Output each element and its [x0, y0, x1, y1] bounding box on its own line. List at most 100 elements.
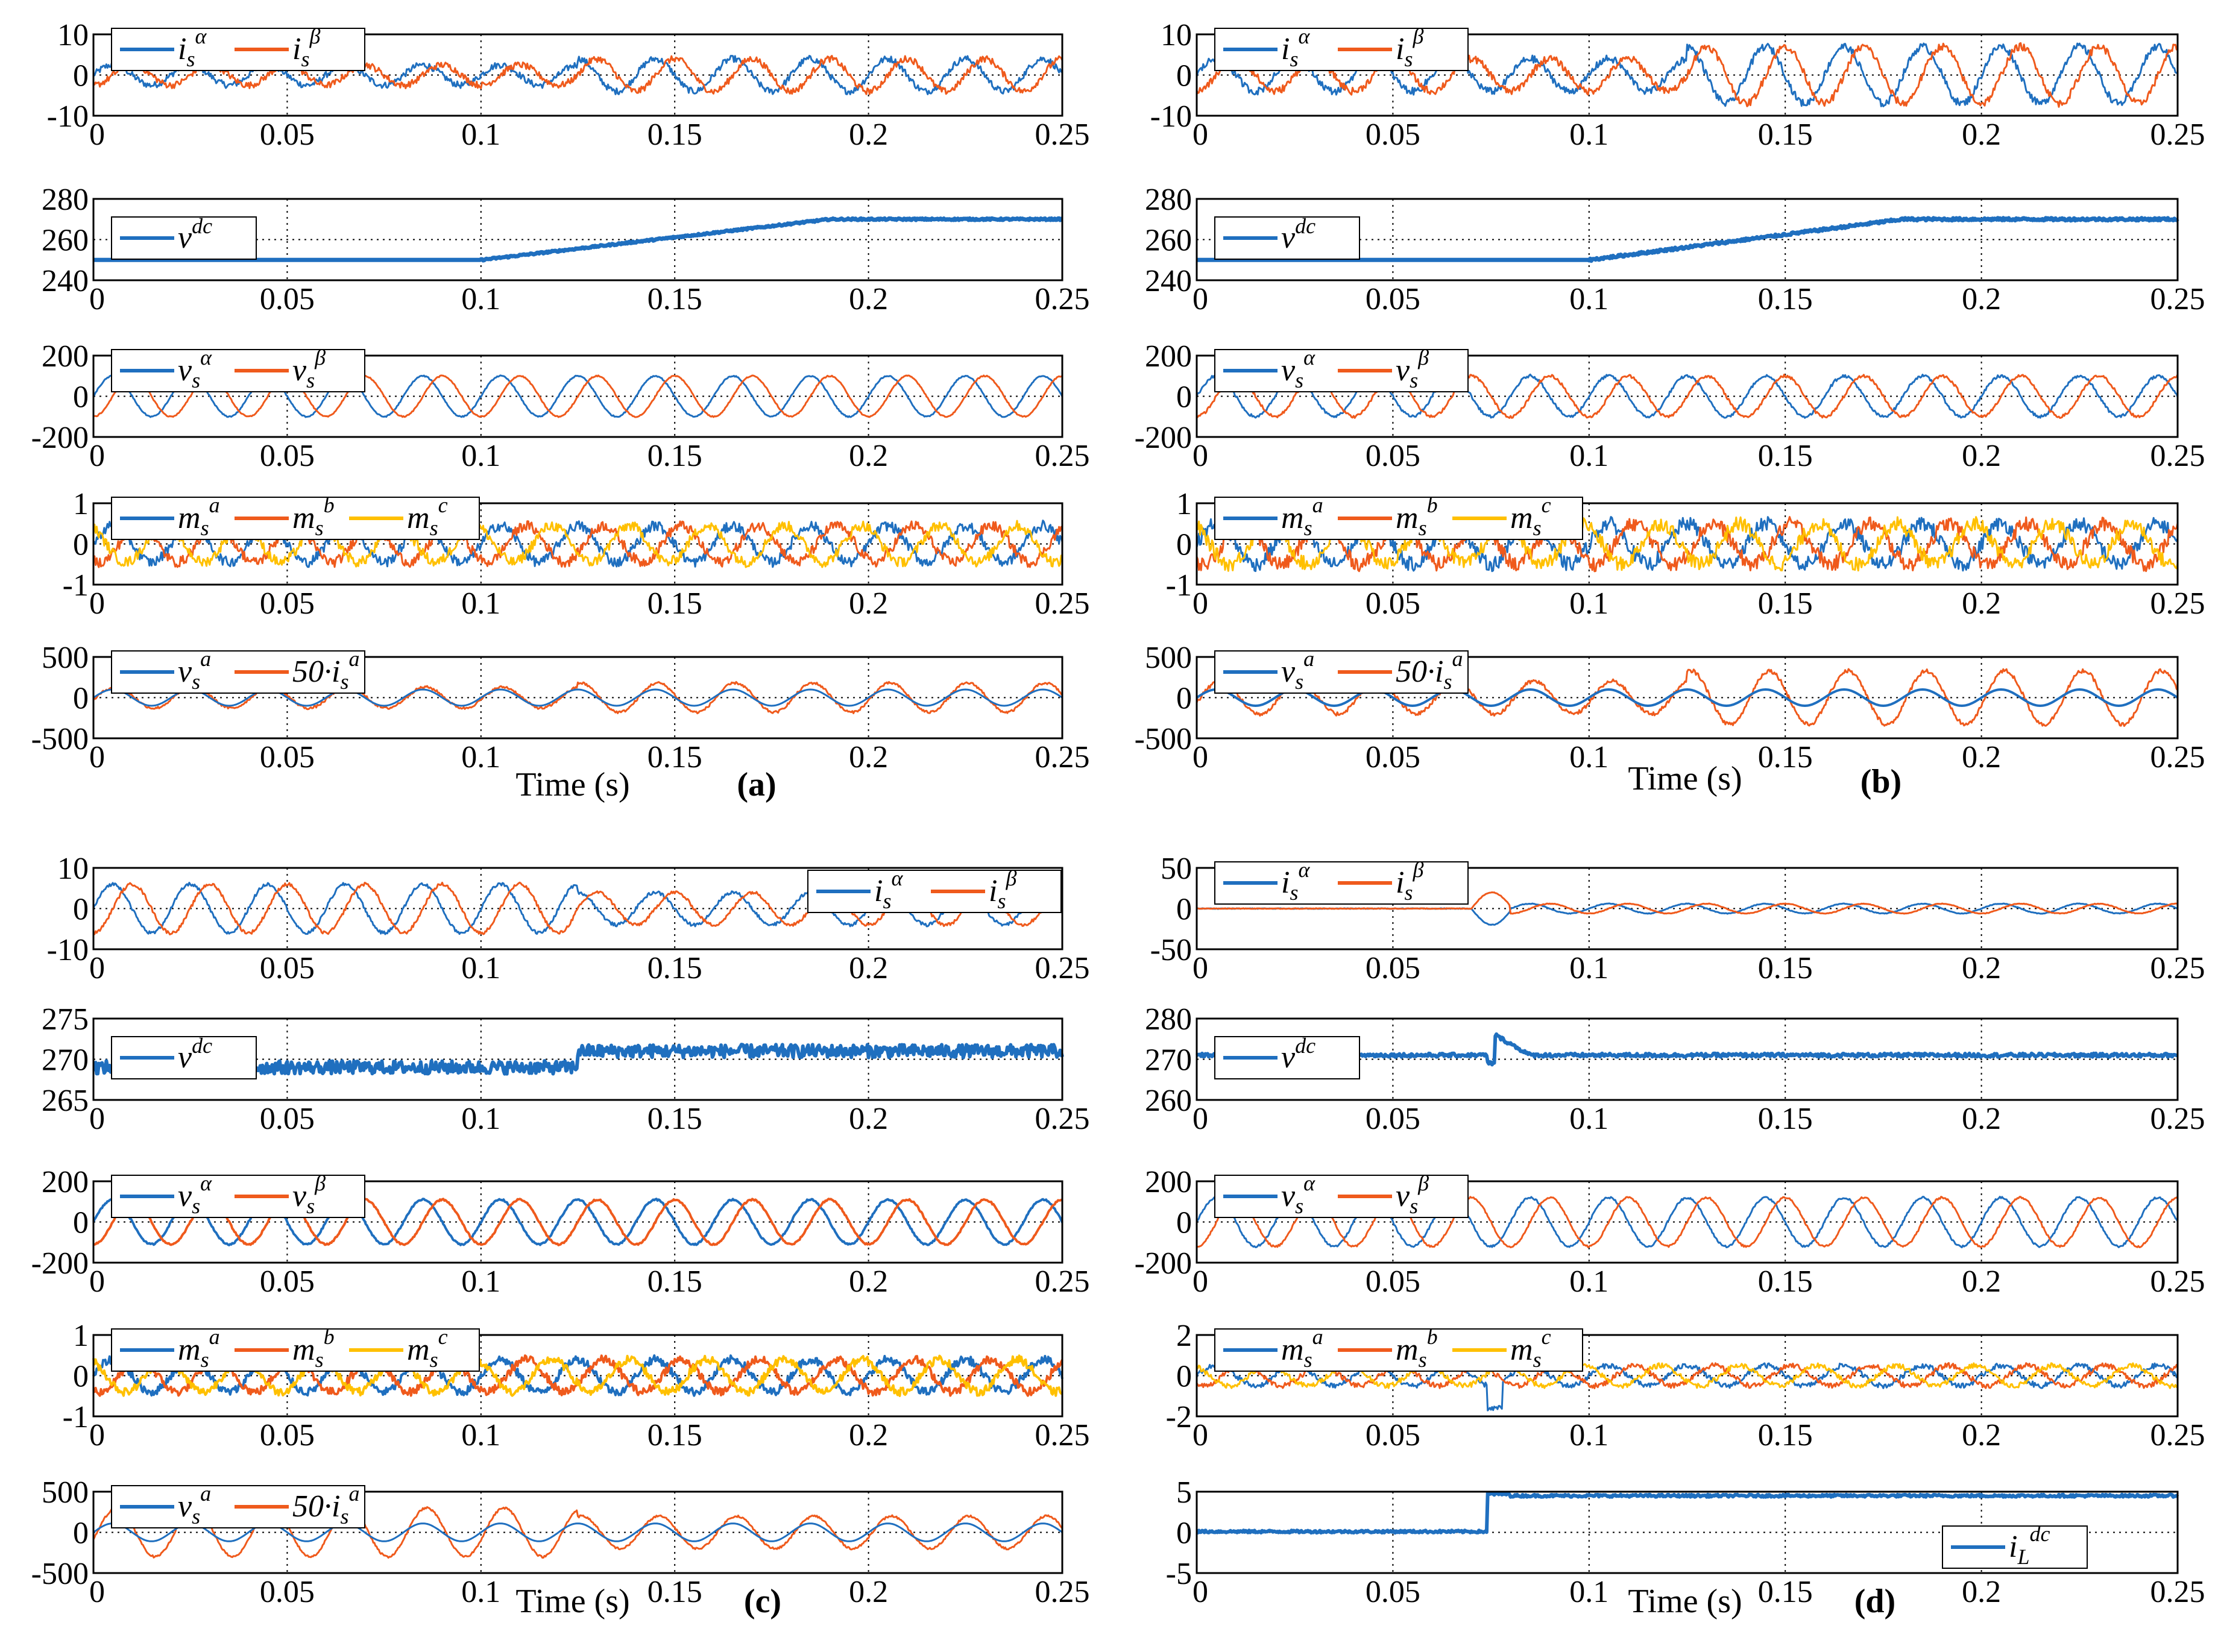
x-tick-label: 0.1 — [461, 740, 500, 774]
x-tick-label: 0.1 — [1569, 118, 1608, 152]
x-tick-label: 0 — [1192, 740, 1208, 774]
axes-frame — [92, 1017, 1063, 1101]
legend-label: msb — [292, 1325, 335, 1372]
legend-label: msa — [178, 1325, 220, 1372]
y-tick-label: 5 — [1176, 1475, 1192, 1510]
legend-label: iLdc — [2009, 1522, 2050, 1569]
y-tick-label: 0 — [73, 380, 89, 415]
x-tick-label: 0.1 — [461, 1102, 500, 1136]
x-tick-label: 0.25 — [2150, 439, 2205, 473]
x-tick-label: 0.2 — [1962, 439, 2001, 473]
panel-label: (d) — [1854, 1583, 1895, 1620]
y-tick-label: 500 — [42, 641, 89, 675]
y-tick-label: 0 — [1176, 893, 1192, 927]
x-tick-label: 0.25 — [1035, 1102, 1090, 1136]
x-tick-label: 0.25 — [2150, 951, 2205, 985]
axes-frame — [1196, 1334, 2179, 1418]
axes-frame — [92, 33, 1063, 117]
y-tick-label: 260 — [1145, 1084, 1192, 1118]
y-tick-label: -1 — [63, 568, 89, 603]
y-tick-label: 200 — [1145, 1165, 1192, 1199]
legend-label: vsα — [178, 1171, 212, 1218]
x-tick-label: 0.1 — [1569, 586, 1608, 621]
legend-label: isβ — [1396, 24, 1423, 71]
legend-label: isα — [178, 24, 207, 71]
legend-label: msb — [1396, 1325, 1438, 1372]
x-tick-label: 0.15 — [1758, 282, 1813, 316]
axes-frame — [1196, 656, 2179, 740]
x-tick-label: 0.1 — [461, 282, 500, 316]
legend: vdc — [1214, 214, 1360, 260]
y-tick-label: 270 — [42, 1043, 89, 1078]
legend: msa msb msc — [1214, 1325, 1583, 1372]
x-tick-label: 0.25 — [2150, 1575, 2205, 1609]
x-tick-label: 0 — [1192, 118, 1208, 152]
legend: vdc — [1214, 1034, 1360, 1079]
x-tick-label: 0.05 — [1366, 1264, 1420, 1299]
x-tick-label: 0.05 — [1366, 1418, 1420, 1453]
y-tick-label: 240 — [1145, 264, 1192, 298]
x-tick-label: 0.2 — [1962, 1418, 2001, 1453]
legend-label: vdc — [178, 214, 212, 255]
x-tick-label: 0.2 — [1962, 951, 2001, 985]
y-tick-label: 0 — [1176, 59, 1192, 93]
x-tick-label: 0 — [89, 1575, 105, 1609]
x-tick-label: 0.1 — [1569, 951, 1608, 985]
legend-label: vsα — [178, 345, 212, 392]
y-tick-label: -500 — [31, 722, 89, 756]
series-line — [92, 55, 1063, 95]
y-tick-label: -200 — [1135, 421, 1192, 455]
x-tick-label: 0 — [1192, 586, 1208, 621]
y-tick-label: 1 — [73, 1319, 89, 1353]
x-tick-label: 0.25 — [2150, 1418, 2205, 1453]
x-tick-label: 0.25 — [1035, 118, 1090, 152]
y-tick-label: 500 — [1145, 641, 1192, 675]
x-tick-label: 0.05 — [260, 439, 315, 473]
y-tick-label: 0 — [73, 528, 89, 562]
x-tick-label: 0.1 — [1569, 1418, 1608, 1453]
x-tick-label: 0.25 — [2150, 1102, 2205, 1136]
x-tick-label: 0.1 — [461, 951, 500, 985]
series-line — [1196, 42, 2178, 108]
x-tick-label: 0.05 — [1366, 282, 1420, 316]
y-tick-label: 1 — [73, 487, 89, 521]
y-tick-label: -10 — [47, 933, 89, 967]
y-tick-label: 200 — [42, 339, 89, 374]
legend-label: msa — [1281, 493, 1323, 540]
series-line — [1196, 1196, 2178, 1249]
x-tick-label: 0.25 — [2150, 118, 2205, 152]
x-tick-label: 0 — [89, 118, 105, 152]
x-tick-label: 0.2 — [849, 1418, 888, 1453]
axes-frame — [1196, 1490, 2179, 1574]
x-tick-label: 0.05 — [1366, 439, 1420, 473]
legend: vsα vsβ — [1214, 345, 1469, 392]
y-tick-label: 2 — [1176, 1319, 1192, 1353]
x-tick-label: 0.2 — [849, 740, 888, 774]
x-tick-label: 0.2 — [1962, 586, 2001, 621]
legend-label: isβ — [989, 866, 1016, 913]
y-tick-label: 0 — [1176, 1206, 1192, 1240]
x-tick-label: 0.25 — [2150, 1264, 2205, 1299]
x-tick-label: 0.1 — [461, 586, 500, 621]
x-tick-label: 0.2 — [849, 951, 888, 985]
y-tick-label: -200 — [31, 1246, 89, 1281]
x-tick-label: 0.15 — [1758, 1575, 1813, 1609]
legend-box — [111, 216, 257, 260]
y-tick-label: -500 — [1135, 722, 1192, 756]
legend-label: msc — [407, 493, 448, 540]
y-tick-label: 280 — [42, 183, 89, 217]
series-line — [92, 216, 1063, 263]
